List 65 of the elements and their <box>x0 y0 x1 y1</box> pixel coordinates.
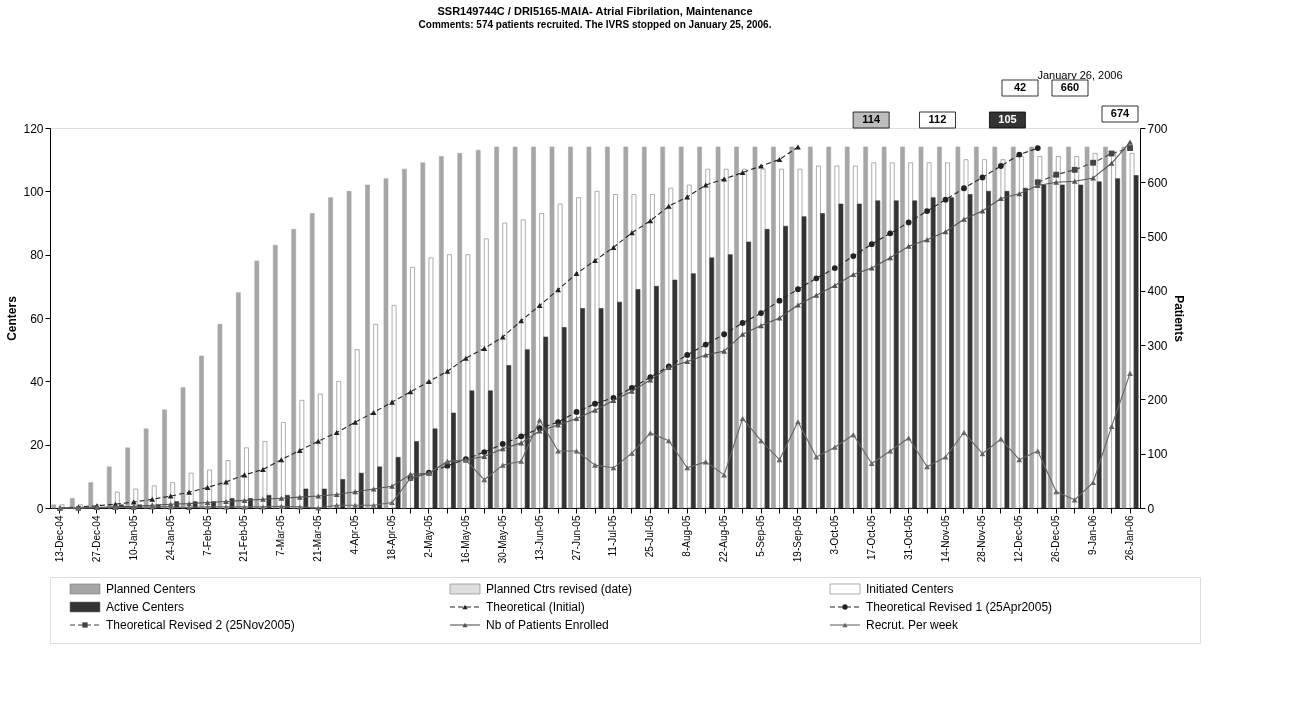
y2-tick-label: 600 <box>1147 175 1168 190</box>
x-tick-label: 24-Jan-05 <box>164 515 176 561</box>
legend-label: Recrut. Per week <box>866 618 960 632</box>
x-tick-label: 26-Dec-05 <box>1050 515 1062 563</box>
y2-tick-label: 400 <box>1147 284 1168 299</box>
text: 660 <box>1060 81 1080 93</box>
text: January 26, 2006 <box>1037 69 1123 81</box>
text: 674 <box>1110 107 1131 119</box>
x-tick-label: 26-Jan-06 <box>1124 515 1136 561</box>
y-axis-title: Centers <box>5 295 20 341</box>
x-tick-label: 12-Dec-05 <box>1013 515 1025 563</box>
text: 105 <box>998 113 1017 125</box>
x-tick-label: 11-Jul-05 <box>607 515 619 557</box>
y-tick-label: 120 <box>23 121 44 136</box>
x-tick-label: 27-Dec-04 <box>90 515 102 563</box>
y2-tick-label: 100 <box>1147 447 1168 462</box>
y2-tick-label: 500 <box>1147 230 1168 245</box>
y-tick-label: 100 <box>23 184 44 199</box>
x-tick-label: 8-Aug-05 <box>681 515 693 557</box>
x-tick-label: 3-Oct-05 <box>828 515 840 555</box>
chart-title: SSR149744C / DRI5165-MAIA- Atrial Fibrilation, Maintenance <box>437 5 753 17</box>
x-tick-label: 16-May-05 <box>459 515 471 564</box>
x-tick-label: 9-Jan-06 <box>1087 515 1099 555</box>
x-tick-label: 28-Nov-05 <box>976 515 988 563</box>
legend-label: Planned Ctrs revised (date) <box>486 582 633 596</box>
y-tick-label: 80 <box>30 248 44 263</box>
legend-label: Theoretical Revised 1 (25Apr2005) <box>866 600 1053 614</box>
y2-tick-label: 200 <box>1147 392 1168 407</box>
x-tick-label: 17-Oct-05 <box>865 515 877 560</box>
y2-tick-label: 300 <box>1147 338 1168 353</box>
y-tick-label: 60 <box>30 311 44 326</box>
legend-label: Active Centers <box>106 600 185 614</box>
x-tick-label: 10-Jan-05 <box>127 515 139 561</box>
x-tick-label: 27-Jun-05 <box>570 515 582 561</box>
x-tick-label: 13-Dec-04 <box>53 515 65 563</box>
text: 114 <box>862 113 881 125</box>
x-tick-label: 30-May-05 <box>496 515 508 564</box>
legend-label: Nb of Patients Enrolled <box>486 618 609 632</box>
y2-axis-title: Patients <box>1171 295 1186 343</box>
text: 42 <box>1013 81 1027 93</box>
y2-tick-label: 0 <box>1147 501 1155 516</box>
legend-label: Planned Centers <box>106 582 196 596</box>
x-tick-label: 4-Apr-05 <box>349 515 361 555</box>
x-tick-label: 14-Nov-05 <box>939 515 951 563</box>
y-tick-label: 40 <box>30 374 44 389</box>
x-tick-label: 19-Sep-05 <box>791 515 803 563</box>
x-tick-label: 21-Mar-05 <box>312 515 324 562</box>
y-tick-label: 0 <box>36 501 44 516</box>
chart-subtitle: Comments: 574 patients recruited. The IVRS stopped on January 25, 2006. <box>418 19 772 30</box>
x-tick-label: 21-Feb-05 <box>238 515 250 562</box>
x-tick-label: 2-May-05 <box>422 515 434 558</box>
legend-label: Initiated Centers <box>866 582 954 596</box>
x-tick-label: 25-Jul-05 <box>644 515 656 558</box>
x-tick-label: 18-Apr-05 <box>386 515 398 560</box>
x-tick-label: 7-Feb-05 <box>201 515 213 557</box>
x-tick-label: 7-Mar-05 <box>275 515 287 557</box>
legend-label: Theoretical Revised 2 (25Nov2005) <box>106 618 295 632</box>
y2-tick-label: 700 <box>1147 121 1168 136</box>
y-tick-label: 20 <box>30 438 44 453</box>
legend-label: Theoretical (Initial) <box>486 600 585 614</box>
x-tick-label: 5-Sep-05 <box>755 515 767 557</box>
x-tick-label: 22-Aug-05 <box>718 515 730 563</box>
x-tick-label: 13-Jun-05 <box>533 515 545 561</box>
x-tick-label: 31-Oct-05 <box>902 515 914 560</box>
text: 112 <box>928 113 947 125</box>
